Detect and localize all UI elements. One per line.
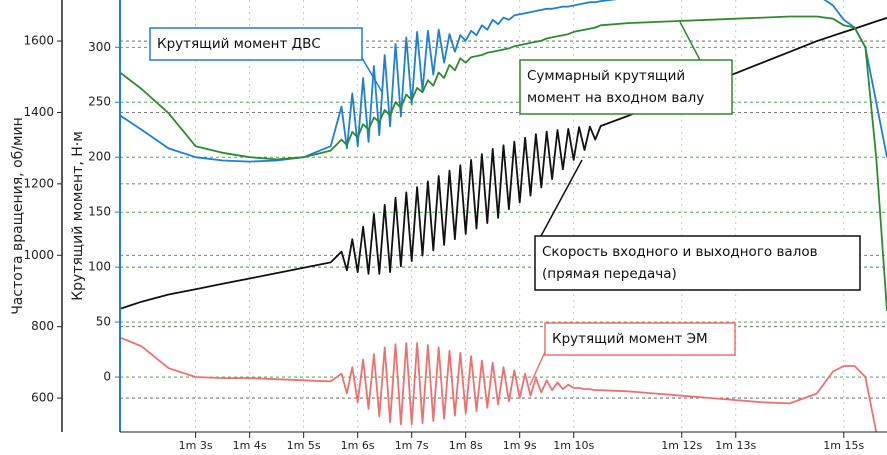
annotation-text: момент на входном валу — [527, 90, 704, 106]
x-tick-label: 1m 12s — [661, 439, 702, 452]
x-tick-label: 1m 3s — [179, 439, 213, 452]
y2-tick-label: 150 — [88, 205, 111, 219]
x-tick-label: 1m 13s — [715, 439, 756, 452]
annotation-text: (прямая передача) — [542, 266, 677, 282]
x-tick-label: 1m 6s — [341, 439, 375, 452]
series-line — [120, 0, 887, 163]
y2-tick-label: 300 — [88, 40, 111, 54]
annotation-box — [534, 235, 861, 291]
annotation-leader — [529, 351, 546, 386]
annotation-leader — [361, 57, 383, 93]
y2-tick-label: 100 — [88, 260, 111, 274]
y2-tick-label: 200 — [88, 150, 111, 164]
annotation-leader — [679, 21, 701, 61]
y2-tick-label: 50 — [96, 315, 111, 329]
x-tick-label: 1m 10s — [553, 439, 594, 452]
annotation-text: Суммарный крутящий — [527, 68, 685, 84]
x-tick-label: 1m 9s — [503, 439, 537, 452]
y2-tick-label: 0 — [103, 370, 111, 384]
annotation-text: Скорость входного и выходного валов — [542, 244, 818, 260]
annotation-text: Крутящий момент ЭМ — [552, 331, 708, 347]
annotation-box — [544, 322, 736, 356]
x-tick-label: 1m 7s — [395, 439, 429, 452]
y-tick-label: 800 — [31, 319, 54, 333]
y-tick-label: 1400 — [23, 105, 54, 119]
x-tick-label: 1m 8s — [449, 439, 483, 452]
x-tick-label: 1m 15s — [823, 439, 864, 452]
y-tick-label: 1600 — [23, 34, 54, 48]
x-tick-label: 1m 4s — [233, 439, 267, 452]
series-line — [120, 336, 878, 432]
annotation-box — [519, 59, 733, 115]
annotation-box — [149, 27, 363, 61]
y-tick-label: 600 — [31, 391, 54, 405]
y2-tick-label: 250 — [88, 95, 111, 109]
y2-axis-title: Крутящий момент, Н·м — [70, 131, 86, 301]
x-tick-label: 1m 5s — [287, 439, 321, 452]
annotation-text: Крутящий момент ДВС — [157, 36, 321, 52]
annotation-leader — [540, 159, 583, 237]
y-tick-label: 1000 — [23, 248, 54, 262]
series-line — [120, 15, 887, 312]
y-tick-label: 1200 — [23, 176, 54, 190]
y-axis-title: Частота вращения, об/мин — [10, 117, 26, 315]
